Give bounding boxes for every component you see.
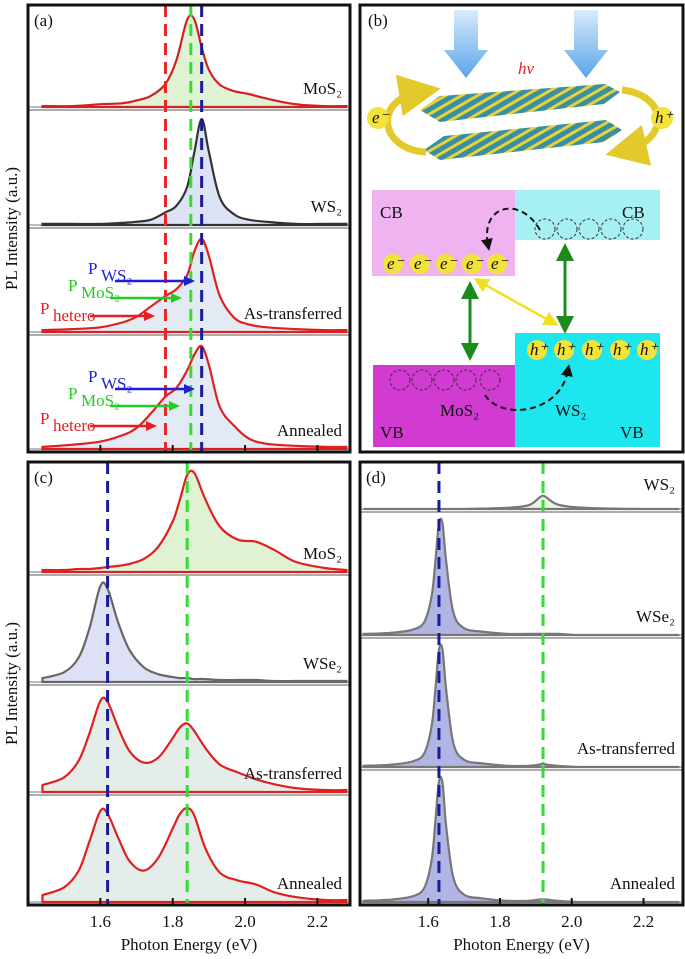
- layer: [420, 84, 620, 122]
- x-tick-label: 2.2: [633, 912, 654, 931]
- electron-label: e⁻: [414, 254, 433, 273]
- electron-label: e⁻: [466, 254, 485, 273]
- y-axis-label: PL Intensity (a.u.): [2, 622, 21, 745]
- transfer-arrow: [384, 74, 441, 156]
- panel: WS₂ WSe₂ As-transferred Annealed 1.6 1.8 2.0 2.…: [358, 460, 685, 954]
- series-label: Annealed: [277, 421, 343, 440]
- spectrum: [41, 237, 348, 334]
- series-label: WSe₂: [636, 607, 675, 626]
- carrier: [367, 107, 389, 129]
- electron-label: e⁻: [372, 108, 391, 127]
- spectrum: [362, 517, 680, 637]
- frame: [360, 462, 683, 905]
- series-label: MoS₂: [303, 544, 342, 563]
- light-arrow: [564, 10, 608, 78]
- series-label: WS₂: [311, 197, 342, 216]
- panel-label: (c): [34, 468, 53, 487]
- x-axis-label: Photon Energy (eV): [121, 935, 258, 954]
- hole-label: h⁺: [530, 340, 550, 359]
- peak-label: P: [68, 384, 77, 403]
- panel: MoS₂ WSe₂ As-transferred Annealed 1.6 1.8 2.0 2…: [2, 460, 352, 954]
- spectrum: [41, 581, 348, 684]
- spectrum: [41, 344, 348, 451]
- panel: MoS₂ WS₂ As-transferred Annealed (a) PL Inten…: [2, 3, 352, 454]
- electron-label: e⁻: [491, 254, 510, 273]
- series-label: As-transferred: [244, 764, 343, 783]
- transfer-path: [480, 207, 541, 251]
- spectrum: [41, 806, 348, 904]
- spectrum: [41, 469, 348, 574]
- series-label: WSe₂: [303, 654, 342, 673]
- electrons: [383, 254, 507, 274]
- peak-label: P: [40, 409, 49, 428]
- light-arrow: [444, 10, 488, 78]
- hole-label: h⁺: [640, 340, 660, 359]
- peak-arrowhead: [144, 311, 155, 321]
- x-tick-label: 2.0: [561, 912, 582, 931]
- hole-label: h⁺: [613, 340, 633, 359]
- mos2-vb: [373, 365, 515, 447]
- panel-label: (d): [366, 468, 386, 487]
- peak-arrowhead: [184, 276, 195, 286]
- x-tick-label: 1.8: [162, 912, 183, 931]
- material-label: MoS₂: [440, 401, 479, 420]
- peak-arrowhead: [146, 421, 157, 431]
- electron-label: e⁻: [440, 254, 459, 273]
- panel-label: (a): [34, 11, 53, 30]
- spectrum: [41, 14, 348, 109]
- interlayer-arrow: [473, 278, 559, 326]
- layer: [424, 120, 622, 160]
- peak-arrowhead: [184, 384, 195, 394]
- panel-label: (b): [368, 11, 388, 30]
- frame-border: [358, 460, 685, 907]
- peak-label: P: [68, 276, 77, 295]
- x-tick-label: 1.8: [489, 912, 510, 931]
- peak-label-sub: hetero: [53, 306, 95, 325]
- band-label: CB: [380, 203, 403, 222]
- holes: [527, 340, 657, 360]
- peak-arrowhead: [169, 401, 180, 411]
- series-label: As-transferred: [577, 739, 676, 758]
- peak-label: P: [88, 367, 97, 386]
- band-label: CB: [622, 203, 645, 222]
- ws2-cb: [515, 190, 660, 240]
- series-label: Annealed: [277, 874, 343, 893]
- peak-arrowhead: [171, 293, 182, 303]
- electron-label: e⁻: [387, 254, 406, 273]
- spectrum: [41, 117, 348, 227]
- spectrum: [363, 494, 680, 511]
- hole-label: h⁺: [585, 340, 605, 359]
- x-axis-label: Photon Energy (eV): [453, 935, 590, 954]
- hole-label: h⁺: [557, 340, 577, 359]
- x-tick-label: 2.2: [307, 912, 328, 931]
- empty-states: [389, 218, 644, 391]
- peak-label-sub: hetero: [53, 416, 95, 435]
- spectrum: [362, 643, 680, 769]
- carrier: [651, 107, 673, 129]
- hole-label: h⁺: [655, 108, 675, 127]
- spectrum: [41, 696, 348, 794]
- photon-label: hν: [518, 59, 535, 78]
- material-label: WS₂: [555, 401, 586, 420]
- transfer-path: [484, 364, 573, 411]
- peak-label: P: [88, 259, 97, 278]
- band-label: VB: [380, 423, 404, 442]
- series-label: As-transferred: [244, 304, 343, 323]
- series-label: WS₂: [644, 475, 675, 494]
- series-label: MoS₂: [303, 79, 342, 98]
- y-axis-label: PL Intensity (a.u.): [2, 167, 21, 290]
- x-tick-label: 1.6: [90, 912, 111, 931]
- x-tick-label: 2.0: [234, 912, 255, 931]
- band-label: VB: [620, 423, 644, 442]
- panel-b: (b) hν e⁻ h⁺ CB CB VB VB MoS₂ WS₂ e⁻ e⁻ …: [358, 3, 685, 454]
- frame-border: [26, 3, 352, 454]
- peak-label: P: [40, 299, 49, 318]
- x-tick-label: 1.6: [418, 912, 439, 931]
- frame-border: [26, 460, 352, 907]
- series-label: Annealed: [610, 874, 676, 893]
